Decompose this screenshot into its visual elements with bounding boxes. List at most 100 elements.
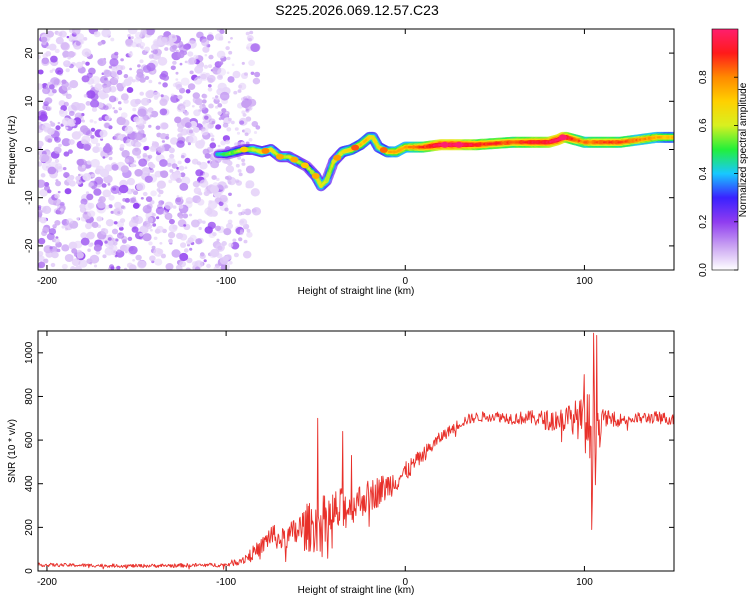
noise-speckle bbox=[227, 219, 233, 224]
noise-speckle bbox=[225, 46, 230, 51]
noise-speckle bbox=[130, 36, 134, 40]
noise-speckle bbox=[201, 128, 209, 136]
noise-speckle bbox=[106, 149, 113, 156]
noise-speckle bbox=[226, 222, 233, 230]
noise-speckle bbox=[197, 190, 203, 196]
noise-speckle bbox=[228, 261, 233, 265]
y-tick-label: 400 bbox=[24, 475, 35, 492]
noise-speckle bbox=[158, 36, 168, 46]
noise-speckle bbox=[254, 71, 261, 78]
noise-speckle bbox=[237, 169, 242, 173]
noise-speckle bbox=[108, 244, 114, 250]
noise-speckle bbox=[59, 109, 65, 115]
noise-speckle bbox=[213, 265, 221, 270]
noise-speckle bbox=[151, 213, 156, 217]
noise-speckle bbox=[208, 103, 214, 109]
noise-speckle bbox=[193, 109, 201, 117]
noise-speckle bbox=[214, 33, 224, 41]
noise-speckle bbox=[114, 51, 119, 56]
y-tick-label: 10 bbox=[24, 95, 35, 107]
noise-speckle bbox=[219, 194, 228, 203]
noise-speckle bbox=[156, 188, 161, 192]
y-tick-label: 1000 bbox=[24, 341, 35, 364]
noise-speckle bbox=[148, 54, 154, 59]
noise-speckle bbox=[165, 263, 174, 270]
noise-speckle bbox=[49, 61, 53, 64]
noise-speckle bbox=[216, 238, 220, 242]
ridge-blob bbox=[440, 141, 449, 148]
noise-speckle bbox=[102, 254, 107, 259]
x-tick-label: -100 bbox=[216, 577, 236, 588]
noise-speckle bbox=[227, 117, 232, 122]
noise-speckle bbox=[230, 241, 240, 250]
noise-speckle bbox=[244, 208, 252, 216]
noise-speckle bbox=[215, 105, 219, 109]
noise-speckle bbox=[88, 243, 93, 248]
x-tick-label: 0 bbox=[402, 276, 408, 287]
noise-speckle bbox=[156, 180, 166, 189]
noise-speckle bbox=[188, 57, 197, 65]
noise-speckle bbox=[220, 265, 227, 270]
noise-speckle bbox=[43, 258, 49, 264]
noise-speckle bbox=[162, 82, 168, 88]
amplitude-colorbar: 0.0 0.2 0.4 0.6 0.8 Normalized spectral ampl… bbox=[698, 28, 749, 277]
noise-speckle bbox=[52, 89, 57, 94]
noise-speckle bbox=[169, 153, 175, 159]
noise-speckle bbox=[202, 93, 208, 99]
noise-speckle bbox=[38, 251, 44, 257]
noise-speckle bbox=[87, 202, 95, 209]
noise-speckle bbox=[128, 52, 134, 57]
noise-speckle bbox=[235, 179, 240, 183]
noise-speckle bbox=[81, 164, 86, 169]
noise-speckle bbox=[50, 77, 60, 86]
noise-speckle bbox=[94, 83, 103, 91]
noise-speckle bbox=[155, 125, 161, 130]
noise-speckle bbox=[38, 54, 41, 60]
noise-speckle bbox=[160, 94, 164, 98]
noise-speckle bbox=[156, 225, 164, 233]
ridge-blob bbox=[311, 173, 320, 179]
noise-speckle bbox=[176, 195, 180, 198]
noise-speckle bbox=[194, 65, 204, 74]
noise-speckle bbox=[41, 58, 50, 66]
noise-speckle bbox=[175, 78, 179, 81]
noise-speckle bbox=[179, 62, 183, 66]
noise-speckle bbox=[170, 137, 179, 145]
noise-speckle bbox=[132, 202, 140, 209]
noise-speckle bbox=[67, 56, 71, 60]
noise-speckle bbox=[55, 163, 62, 170]
noise-speckle bbox=[149, 146, 157, 153]
noise-speckle bbox=[203, 64, 209, 69]
x-tick-label: 0 bbox=[402, 577, 408, 588]
noise-speckle bbox=[180, 172, 186, 178]
noise-speckle bbox=[82, 173, 92, 182]
noise-speckle bbox=[178, 204, 184, 209]
noise-speckle bbox=[121, 119, 130, 127]
noise-speckle bbox=[159, 242, 163, 245]
noise-speckle bbox=[225, 111, 228, 115]
spectrogram-xlabel: Height of straight line (km) bbox=[298, 286, 415, 297]
noise-speckle bbox=[142, 171, 149, 177]
noise-speckle bbox=[103, 105, 109, 111]
noise-speckle bbox=[121, 150, 130, 158]
noise-speckle bbox=[61, 244, 70, 252]
noise-speckle bbox=[204, 188, 208, 192]
noise-speckle bbox=[83, 94, 88, 98]
noise-speckle bbox=[235, 163, 240, 168]
noise-speckle bbox=[76, 251, 84, 259]
noise-speckle bbox=[132, 107, 137, 112]
noise-speckle bbox=[196, 161, 202, 166]
noise-speckle bbox=[55, 36, 64, 45]
noise-speckle bbox=[180, 176, 191, 185]
noise-speckle bbox=[174, 116, 182, 124]
noise-speckle bbox=[184, 122, 192, 129]
noise-speckle bbox=[161, 140, 165, 143]
noise-speckle bbox=[188, 213, 193, 217]
noise-speckle bbox=[220, 140, 226, 146]
noise-speckle bbox=[234, 142, 239, 146]
noise-speckle bbox=[78, 259, 88, 268]
noise-speckle bbox=[64, 188, 72, 195]
noise-speckle bbox=[38, 179, 46, 188]
noise-speckle bbox=[61, 225, 65, 229]
noise-speckle bbox=[87, 210, 96, 218]
